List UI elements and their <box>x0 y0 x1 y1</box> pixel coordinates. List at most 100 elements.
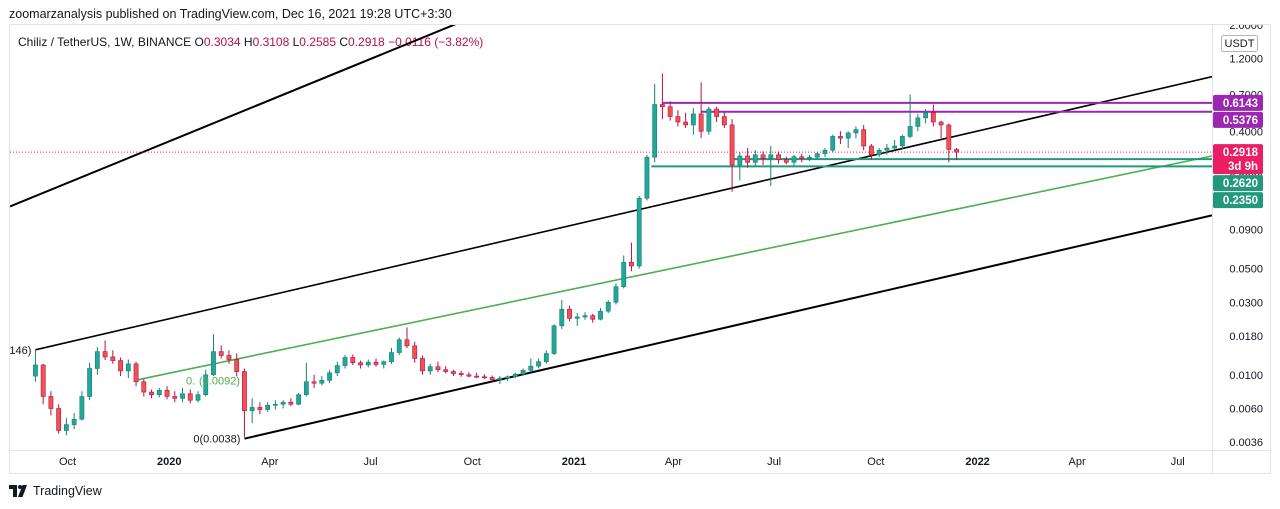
candle-body <box>48 396 54 409</box>
price-label-bg <box>1213 94 1263 111</box>
candle-body <box>249 407 255 412</box>
candle <box>48 391 54 416</box>
candle <box>776 151 781 164</box>
candle-body <box>102 351 108 358</box>
price-chart[interactable]: Chiliz / TetherUS, 1W, BINANCE O0.3034 H… <box>10 25 1270 473</box>
candle-body <box>203 374 209 395</box>
candle-body <box>954 149 959 153</box>
candle-body <box>729 124 735 166</box>
candle-body <box>435 366 441 370</box>
candle-body <box>87 368 93 397</box>
legend-key-h: H <box>244 35 253 49</box>
channel-upper-line <box>10 25 457 208</box>
candle-body <box>226 355 232 360</box>
candle-body <box>365 361 371 366</box>
candle <box>899 134 905 150</box>
candle-body <box>783 159 789 163</box>
time-tick-label: Jul <box>363 456 377 468</box>
candle <box>63 417 69 436</box>
candle-body <box>776 154 781 160</box>
candle-body <box>63 424 69 431</box>
candle <box>303 362 309 397</box>
candle-body <box>714 108 720 117</box>
candle-body <box>242 371 247 412</box>
candle <box>172 391 178 403</box>
channel-label-top: 1(0.0146) <box>10 345 31 357</box>
candle-body <box>149 391 154 395</box>
candle-body <box>760 154 766 159</box>
candle-body <box>574 316 580 319</box>
price-label: 0.2620 <box>1213 175 1263 192</box>
candle-body <box>629 261 634 267</box>
candle <box>427 363 433 375</box>
candle <box>33 349 38 382</box>
candle-body <box>272 403 278 406</box>
candle <box>497 376 503 384</box>
candle-body <box>838 136 843 139</box>
candle <box>745 148 750 168</box>
price-label-countdown: 3d 9h <box>1228 161 1258 173</box>
candle-body <box>396 339 402 353</box>
candle-body <box>675 116 681 123</box>
candle <box>125 359 131 379</box>
candle <box>605 300 611 313</box>
candle <box>272 400 278 410</box>
price-tick-label: 0.0500 <box>1229 264 1263 276</box>
candle <box>683 112 689 129</box>
candle <box>156 387 162 398</box>
legend-value-c: 0.2918 <box>348 35 388 49</box>
footer-brand[interactable]: TradingView <box>9 484 102 498</box>
candle-body <box>427 366 433 372</box>
legend-value-l: 0.2585 <box>299 35 339 49</box>
candle-body <box>288 401 294 405</box>
publisher-header: zoomarzanalysis published on TradingView… <box>9 7 452 21</box>
candle <box>381 360 387 369</box>
brand-name: TradingView <box>33 484 102 498</box>
candle <box>505 375 511 382</box>
candle-body <box>342 357 348 366</box>
candle <box>876 148 882 158</box>
time-tick-label: Jul <box>1171 456 1185 468</box>
price-label: 0.6143 <box>1213 94 1263 111</box>
candle <box>187 389 193 404</box>
candle <box>79 391 85 421</box>
candle <box>543 350 549 364</box>
fib-label-value: (0.0092) <box>199 375 240 387</box>
time-tick-label: Apr <box>261 456 278 468</box>
chart-frame[interactable]: Chiliz / TetherUS, 1W, BINANCE O0.3034 H… <box>9 24 1271 474</box>
candle <box>574 312 580 326</box>
candle <box>783 156 789 165</box>
candle-body <box>551 325 557 354</box>
candle-body <box>660 104 665 108</box>
time-tick-label: 2020 <box>157 456 181 468</box>
candle-body <box>752 154 758 163</box>
channel-lower-line <box>244 214 1212 440</box>
candle-body <box>381 361 387 365</box>
candle <box>690 107 696 135</box>
price-label: 0.2918 3d 9h <box>1213 144 1263 175</box>
candle <box>365 359 371 368</box>
candle-body <box>280 401 286 405</box>
candle-body <box>497 377 503 380</box>
candle <box>87 362 93 401</box>
candle <box>311 374 317 388</box>
candle-body <box>567 308 572 319</box>
candle <box>760 151 766 165</box>
candle-body <box>543 353 549 362</box>
candle <box>474 372 480 379</box>
candle <box>799 153 805 163</box>
legend-value-o: 0.3034 <box>204 35 244 49</box>
candle <box>582 312 588 320</box>
candle-body <box>218 351 224 356</box>
candle-body <box>389 352 394 362</box>
candle <box>954 147 959 161</box>
candle-body <box>613 286 619 303</box>
candle <box>420 355 425 375</box>
candle-body <box>125 363 131 372</box>
candle-body <box>474 375 480 378</box>
candle-body <box>512 373 518 378</box>
candle-body <box>265 404 271 410</box>
price-label: 0.5376 <box>1213 111 1263 128</box>
candles <box>33 73 959 437</box>
candle-body <box>373 361 379 365</box>
